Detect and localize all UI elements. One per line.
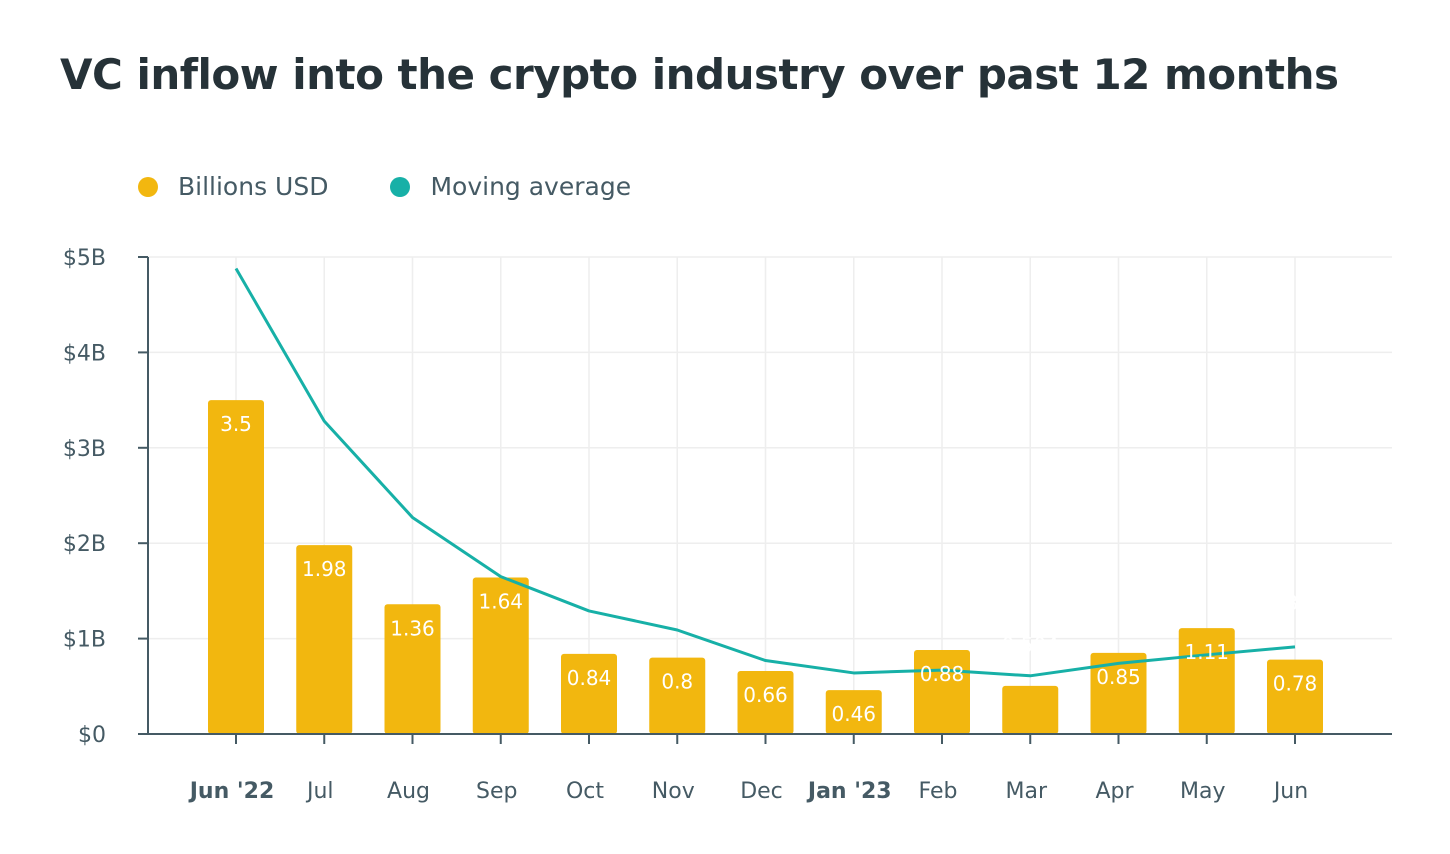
legend-label-bars: Billions USD [178, 172, 329, 201]
bar [737, 671, 794, 734]
bar-data-label: 0.8 [661, 670, 693, 694]
moving-average-data-label: 0.913333333 [1228, 591, 1362, 615]
x-tick-label: Dec [740, 779, 783, 804]
bar-data-label: 0.504 [1002, 633, 1059, 657]
bar [1002, 685, 1059, 734]
y-tick-label: $5B [63, 246, 106, 271]
bar-data-label: 0.88 [920, 662, 965, 686]
legend-line-marker-icon [390, 176, 411, 197]
bar-data-label: 1.11 [1184, 640, 1229, 664]
bar-data-label: 1.36 [390, 616, 435, 640]
x-tick-label: May [1180, 779, 1225, 804]
x-tick-label: Jan '23 [806, 779, 892, 804]
bar [296, 545, 353, 734]
x-tick-label: Jul [305, 779, 334, 804]
y-tick-label: $2B [63, 532, 106, 557]
bar-data-label: 1.98 [302, 557, 347, 581]
bar [825, 690, 882, 734]
bar [472, 577, 529, 734]
bar-data-label: 0.66 [743, 683, 788, 707]
bar [384, 604, 441, 734]
bar [208, 400, 264, 734]
bar-data-label: 0.84 [567, 666, 612, 690]
bar-data-label: 3.5 [220, 412, 252, 436]
legend-bar-marker-icon [138, 176, 158, 197]
x-tick-label: Jun '22 [188, 779, 275, 804]
legend-item-line[interactable]: Moving average [390, 172, 631, 201]
x-tick-label: Oct [566, 779, 604, 804]
bar-data-label: 0.85 [1096, 665, 1141, 689]
y-tick-label: $0 [78, 723, 106, 748]
y-tick-label: $3B [63, 437, 106, 462]
y-tick-label: $1B [63, 628, 106, 653]
bar [561, 653, 617, 734]
moving-average-line [234, 267, 1296, 678]
bar-data-label: 0.46 [831, 702, 876, 726]
bar [1090, 652, 1147, 734]
x-tick-label: Jun [1272, 779, 1308, 804]
x-tick-label: Mar [1005, 779, 1047, 804]
x-tick-label: Sep [476, 779, 517, 804]
bar-data-label: 0.78 [1273, 672, 1318, 696]
bar-data-label: 1.64 [478, 590, 523, 614]
legend-item-bars[interactable]: Billions USD [138, 172, 328, 201]
legend-label-line: Moving average [430, 172, 632, 201]
x-tick-label: Apr [1095, 779, 1134, 804]
x-tick-label: Feb [919, 779, 958, 804]
y-tick-label: $4B [63, 341, 106, 366]
bar [1267, 659, 1323, 734]
bar [649, 657, 706, 734]
x-tick-label: Aug [387, 779, 430, 804]
chart-title: VC inflow into the crypto industry over … [60, 50, 1339, 99]
x-tick-label: Nov [652, 779, 695, 804]
legend: Billions USD Moving average [138, 172, 693, 201]
